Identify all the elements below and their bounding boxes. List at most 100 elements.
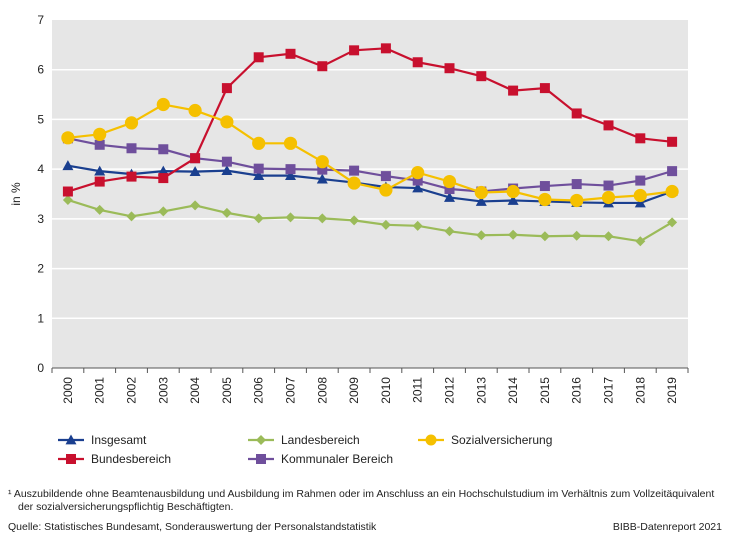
legend-marker	[256, 454, 266, 464]
data-point	[444, 226, 455, 237]
data-point	[380, 43, 391, 54]
data-point	[156, 97, 170, 112]
data-point	[665, 184, 679, 199]
y-tick-label: 5	[37, 112, 44, 126]
data-point	[188, 103, 202, 118]
footnote-line-2: der sozialversicherungspflichtig Beschäf…	[18, 501, 234, 513]
legend-item: Insgesamt	[58, 433, 147, 447]
credit-label: BIBB-Datenreport 2021	[612, 521, 722, 533]
data-point	[253, 170, 265, 181]
data-point	[126, 211, 137, 222]
y-tick-label: 6	[37, 63, 44, 77]
x-tick-label: 2005	[220, 377, 234, 404]
footnote: ¹ Auszubildende ohne Beamtenausbildung u…	[8, 488, 723, 514]
data-point	[571, 230, 582, 241]
data-point	[474, 185, 488, 200]
data-point	[157, 165, 169, 176]
data-point	[285, 212, 296, 223]
data-point	[317, 61, 328, 72]
x-tick-label: 2002	[125, 377, 139, 404]
data-point	[667, 217, 678, 228]
data-point	[667, 136, 678, 147]
legend-item: Landesbereich	[248, 433, 360, 447]
data-point	[285, 170, 296, 181]
data-point	[442, 174, 457, 189]
x-tick-label: 2016	[570, 377, 584, 404]
data-point	[412, 182, 424, 193]
x-tick-label: 2007	[284, 377, 298, 404]
x-tick-label: 2000	[61, 377, 75, 404]
data-point	[349, 215, 360, 226]
data-point	[603, 120, 614, 131]
y-tick-label: 3	[37, 212, 44, 226]
y-tick-label: 0	[37, 361, 44, 375]
legend-item: Sozialversicherung	[418, 433, 552, 447]
data-point	[601, 190, 616, 205]
legend-item: Kommunaler Bereich	[248, 452, 393, 466]
legend-label: Bundesbereich	[91, 452, 171, 466]
data-point	[316, 173, 328, 184]
data-point	[252, 136, 266, 150]
y-axis-ticks: 0 1 2 3 4 5 6 7	[37, 13, 44, 375]
series-line	[67, 198, 673, 243]
data-point	[444, 184, 455, 195]
legend-label: Landesbereich	[281, 433, 360, 447]
data-point	[220, 115, 234, 129]
y-tick-label: 1	[37, 311, 44, 325]
data-point	[539, 231, 550, 242]
data-point	[124, 116, 139, 130]
data-point	[412, 220, 423, 231]
data-point	[411, 166, 425, 180]
data-point	[190, 200, 201, 211]
data-point	[221, 83, 232, 94]
source-note: Quelle: Statistisches Bundesamt, Sondera…	[8, 521, 377, 533]
x-tick-label: 2009	[347, 377, 361, 404]
data-point	[221, 207, 232, 218]
x-tick-label: 2003	[156, 377, 170, 404]
x-tick-label: 2019	[665, 377, 679, 404]
data-point	[94, 204, 105, 215]
data-point	[571, 108, 582, 119]
data-point	[62, 194, 73, 205]
x-tick-label: 2004	[188, 377, 202, 404]
data-point	[379, 183, 393, 197]
data-point	[349, 45, 360, 56]
data-point	[158, 206, 169, 217]
legend-marker	[65, 434, 77, 445]
gridlines	[52, 68, 688, 369]
x-tick-label: 2012	[443, 377, 457, 404]
data-point	[349, 165, 360, 176]
series-lines	[61, 43, 679, 247]
data-point	[506, 184, 520, 199]
series-line	[67, 137, 673, 193]
x-axis-ticks: 2000 2001 2002 2003 2004 2005 2006 2007 2008 2009…	[51, 368, 689, 404]
data-point	[539, 83, 550, 94]
data-point	[444, 191, 455, 202]
footnote-line-1: ¹ Auszubildende ohne Beamtenausbildung u…	[8, 488, 715, 500]
data-point	[189, 166, 201, 177]
legend-marker	[66, 454, 76, 464]
x-tick-label: 2018	[633, 377, 647, 404]
data-point	[126, 143, 137, 154]
data-point	[508, 85, 519, 96]
data-point	[158, 144, 169, 155]
x-tick-label: 2014	[506, 377, 520, 404]
data-point	[94, 139, 105, 150]
data-point	[539, 181, 550, 192]
data-point	[221, 165, 233, 176]
x-tick-label: 2011	[411, 377, 425, 403]
data-point	[635, 175, 646, 186]
data-point	[253, 163, 264, 174]
x-tick-label: 2015	[538, 377, 552, 404]
data-point	[315, 155, 329, 169]
data-point	[61, 131, 75, 145]
y-axis-label: in %	[9, 182, 23, 206]
legend-label: Sozialversicherung	[451, 433, 552, 447]
series-bundesbereich	[62, 43, 678, 197]
data-point	[285, 164, 296, 175]
data-point	[412, 175, 423, 186]
data-point	[94, 176, 105, 187]
data-point	[317, 213, 328, 224]
legend-marker	[256, 435, 266, 445]
